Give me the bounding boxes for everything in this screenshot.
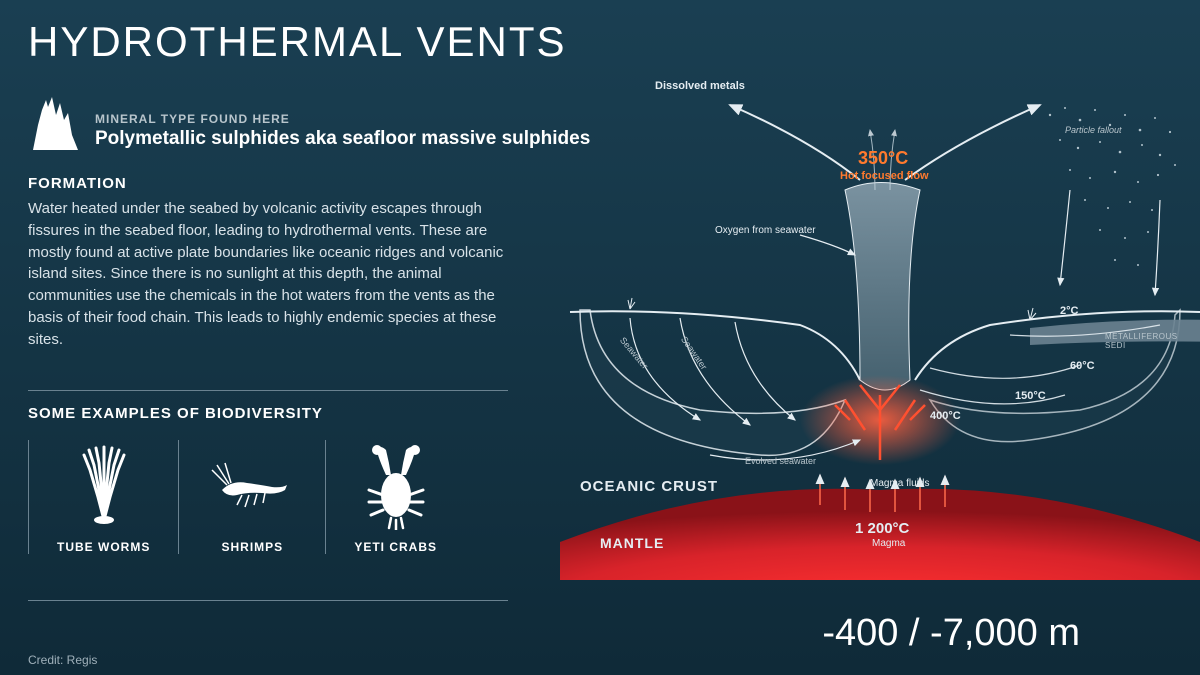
- label-metalliferous: METALLIFEROUS SEDI: [1105, 332, 1200, 350]
- label-hot-temp: 350°C: [858, 148, 908, 169]
- mineral-overline: MINERAL TYPE FOUND HERE: [95, 112, 590, 126]
- bio-label: SHRIMPS: [221, 540, 283, 554]
- tube-worms-icon: [64, 440, 144, 530]
- label-60c: 60°C: [1070, 360, 1095, 372]
- label-oceanic-crust: OCEANIC CRUST: [580, 478, 718, 495]
- formation-body: Water heated under the seabed by volcani…: [28, 198, 528, 350]
- divider: [28, 390, 508, 391]
- label-oxygen: Oxygen from seawater: [715, 225, 816, 236]
- bio-label: YETI CRABS: [354, 540, 437, 554]
- bio-item-yeti-crabs: YETI CRABS: [325, 440, 465, 554]
- label-magma-fluids: Magma fluids: [870, 478, 929, 489]
- mineral-block: MINERAL TYPE FOUND HERE Polymetallic sul…: [28, 95, 590, 150]
- vent-diagram: Dissolved metals Particle fallout 350°C …: [560, 60, 1200, 580]
- formation-block: FORMATION Water heated under the seabed …: [28, 175, 528, 350]
- biodiversity-heading: SOME EXAMPLES OF BIODIVERSITY: [28, 405, 528, 422]
- biodiversity-block: SOME EXAMPLES OF BIODIVERSITY TUBE WORMS: [28, 405, 528, 554]
- page-title: HYDROTHERMAL VENTS: [28, 18, 567, 66]
- credit-text: Credit: Regis: [28, 653, 97, 667]
- label-hot-flow: Hot focused flow: [840, 170, 929, 182]
- biodiversity-items: TUBE WORMS SHRIMPS: [28, 440, 528, 554]
- label-mantle: MANTLE: [600, 535, 664, 551]
- label-evolved-seawater: Evolved seawater: [745, 456, 816, 466]
- mineral-name: Polymetallic sulphides aka seafloor mass…: [95, 128, 590, 150]
- bio-item-tube-worms: TUBE WORMS: [28, 440, 178, 554]
- shrimp-icon: [207, 440, 297, 530]
- label-dissolved-metals: Dissolved metals: [655, 80, 745, 92]
- yeti-crab-icon: [361, 440, 431, 530]
- label-magma-temp: 1 200°C: [855, 520, 909, 537]
- label-400c: 400°C: [930, 410, 961, 422]
- formation-heading: FORMATION: [28, 175, 528, 192]
- label-150c: 150°C: [1015, 390, 1046, 402]
- bio-label: TUBE WORMS: [57, 540, 150, 554]
- divider: [28, 600, 508, 601]
- label-particle-fallout: Particle fallout: [1065, 125, 1122, 135]
- label-magma: Magma: [872, 538, 905, 549]
- label-2c: 2°C: [1060, 305, 1078, 317]
- bio-item-shrimps: SHRIMPS: [178, 440, 325, 554]
- depth-range: -400 / -7,000 m: [822, 612, 1080, 655]
- mineral-text: MINERAL TYPE FOUND HERE Polymetallic sul…: [95, 112, 590, 150]
- vent-chimney-icon: [28, 95, 83, 150]
